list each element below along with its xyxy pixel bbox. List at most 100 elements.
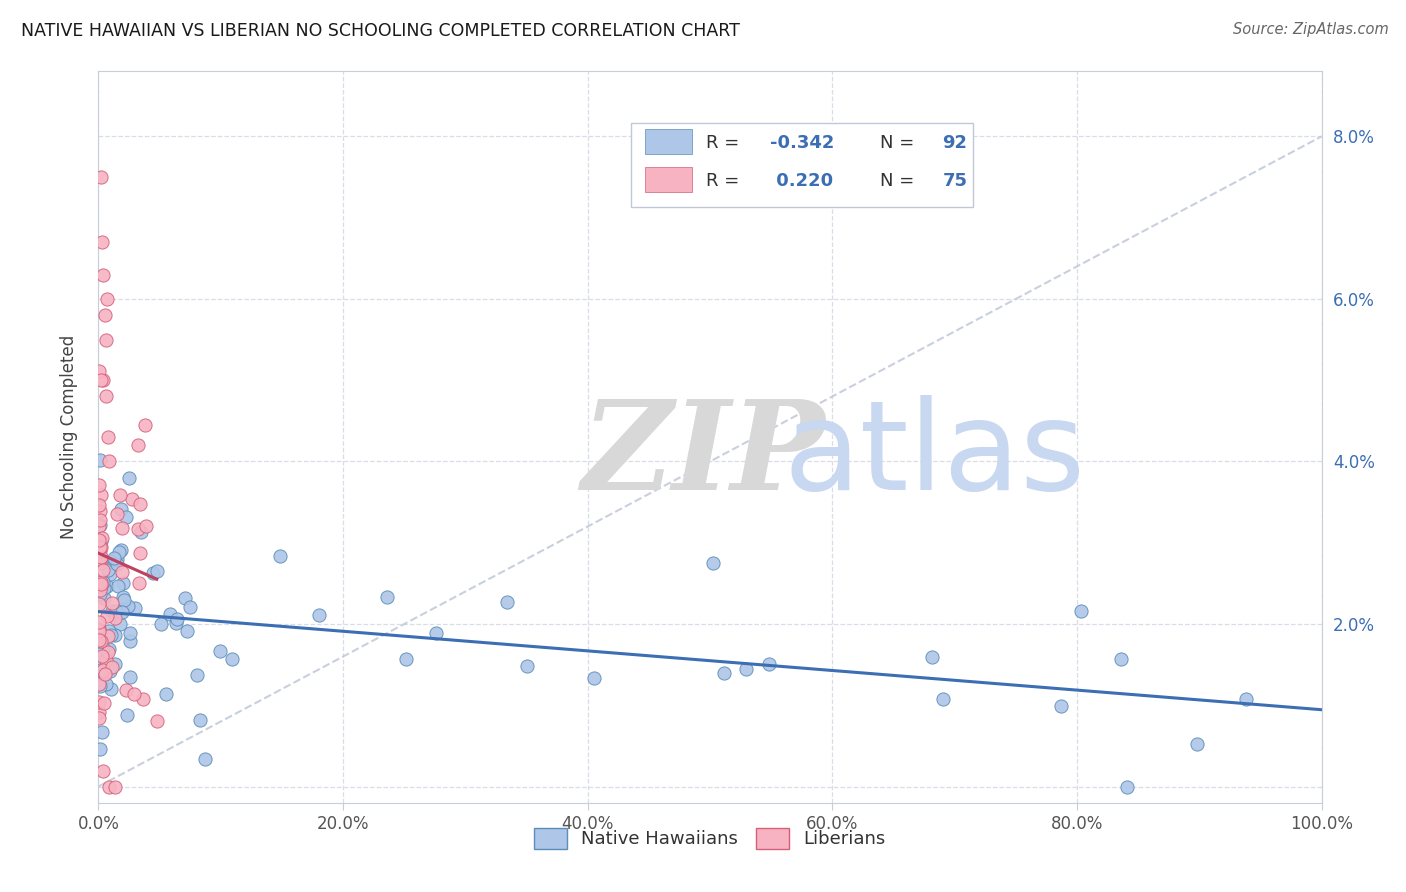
Point — [89, 642, 111, 657]
Point — [89, 679, 111, 693]
Text: ZIP: ZIP — [582, 394, 825, 516]
Point — [94, 333, 117, 347]
Point — [100, 682, 122, 697]
Point — [94, 653, 117, 667]
Point — [87, 597, 110, 611]
FancyBboxPatch shape — [630, 122, 973, 207]
Point — [89, 513, 111, 527]
Point — [91, 235, 114, 249]
Point — [90, 579, 112, 593]
Point — [87, 623, 110, 637]
Point — [87, 705, 110, 719]
Point — [104, 628, 127, 642]
Point — [112, 590, 135, 604]
Point — [1187, 737, 1209, 751]
Point — [1109, 652, 1132, 666]
Point — [89, 540, 111, 554]
Point — [98, 642, 121, 657]
Point — [194, 752, 217, 766]
Point — [101, 596, 124, 610]
Legend: Native Hawaiians, Liberians: Native Hawaiians, Liberians — [527, 821, 893, 856]
Text: 0.220: 0.220 — [770, 172, 834, 190]
Point — [104, 657, 127, 671]
Text: NATIVE HAWAIIAN VS LIBERIAN NO SCHOOLING COMPLETED CORRELATION CHART: NATIVE HAWAIIAN VS LIBERIAN NO SCHOOLING… — [21, 22, 740, 40]
Point — [89, 673, 111, 687]
Point — [174, 591, 197, 605]
Point — [97, 430, 120, 444]
Point — [89, 518, 111, 533]
Point — [93, 308, 115, 322]
Point — [89, 453, 111, 467]
Point — [89, 543, 111, 558]
Point — [90, 634, 112, 648]
FancyBboxPatch shape — [645, 129, 692, 154]
Text: 75: 75 — [942, 172, 967, 190]
Point — [159, 607, 181, 622]
Point — [91, 574, 114, 589]
Point — [758, 657, 780, 672]
Point — [104, 611, 127, 625]
Point — [89, 583, 111, 598]
Point — [96, 677, 118, 691]
Point — [128, 576, 150, 591]
Point — [105, 552, 128, 566]
Point — [89, 550, 111, 565]
Point — [127, 522, 149, 536]
Text: N =: N = — [880, 134, 920, 152]
Point — [118, 471, 141, 485]
Point — [96, 292, 118, 306]
Point — [1116, 780, 1139, 794]
Point — [97, 629, 120, 643]
Point — [90, 533, 112, 548]
Point — [395, 652, 418, 666]
Point — [89, 647, 111, 661]
Point — [114, 683, 136, 698]
FancyBboxPatch shape — [645, 167, 692, 192]
Point — [932, 692, 955, 706]
Point — [91, 671, 114, 685]
Point — [702, 556, 724, 570]
Point — [107, 579, 129, 593]
Point — [87, 533, 110, 547]
Text: 92: 92 — [942, 134, 967, 152]
Point — [516, 658, 538, 673]
Point — [124, 600, 146, 615]
Y-axis label: No Schooling Completed: No Schooling Completed — [59, 335, 77, 539]
Point — [134, 418, 156, 433]
Point — [98, 567, 121, 582]
Point — [186, 668, 208, 682]
Point — [90, 541, 112, 555]
Point — [115, 707, 138, 722]
Point — [269, 549, 291, 564]
Point — [105, 557, 128, 571]
Point — [87, 695, 110, 709]
Point — [112, 592, 135, 607]
Point — [89, 741, 111, 756]
Point — [89, 615, 111, 629]
Point — [87, 622, 110, 636]
Point — [90, 649, 112, 664]
Point — [145, 714, 167, 728]
Text: -0.342: -0.342 — [770, 134, 834, 152]
Point — [115, 510, 138, 524]
Text: atlas: atlas — [783, 395, 1085, 516]
Point — [208, 644, 231, 658]
Point — [87, 499, 110, 513]
Point — [110, 617, 132, 632]
Point — [87, 552, 110, 566]
Point — [93, 696, 115, 710]
Point — [128, 497, 150, 511]
Text: R =: R = — [706, 172, 745, 190]
Point — [89, 555, 111, 569]
Point — [110, 501, 132, 516]
Point — [111, 576, 134, 591]
Point — [103, 553, 125, 567]
Point — [150, 617, 173, 632]
Point — [94, 389, 117, 403]
Point — [93, 591, 115, 605]
Point — [100, 604, 122, 618]
Point — [495, 595, 517, 609]
Point — [89, 364, 111, 378]
Point — [166, 612, 188, 626]
Point — [221, 651, 243, 665]
